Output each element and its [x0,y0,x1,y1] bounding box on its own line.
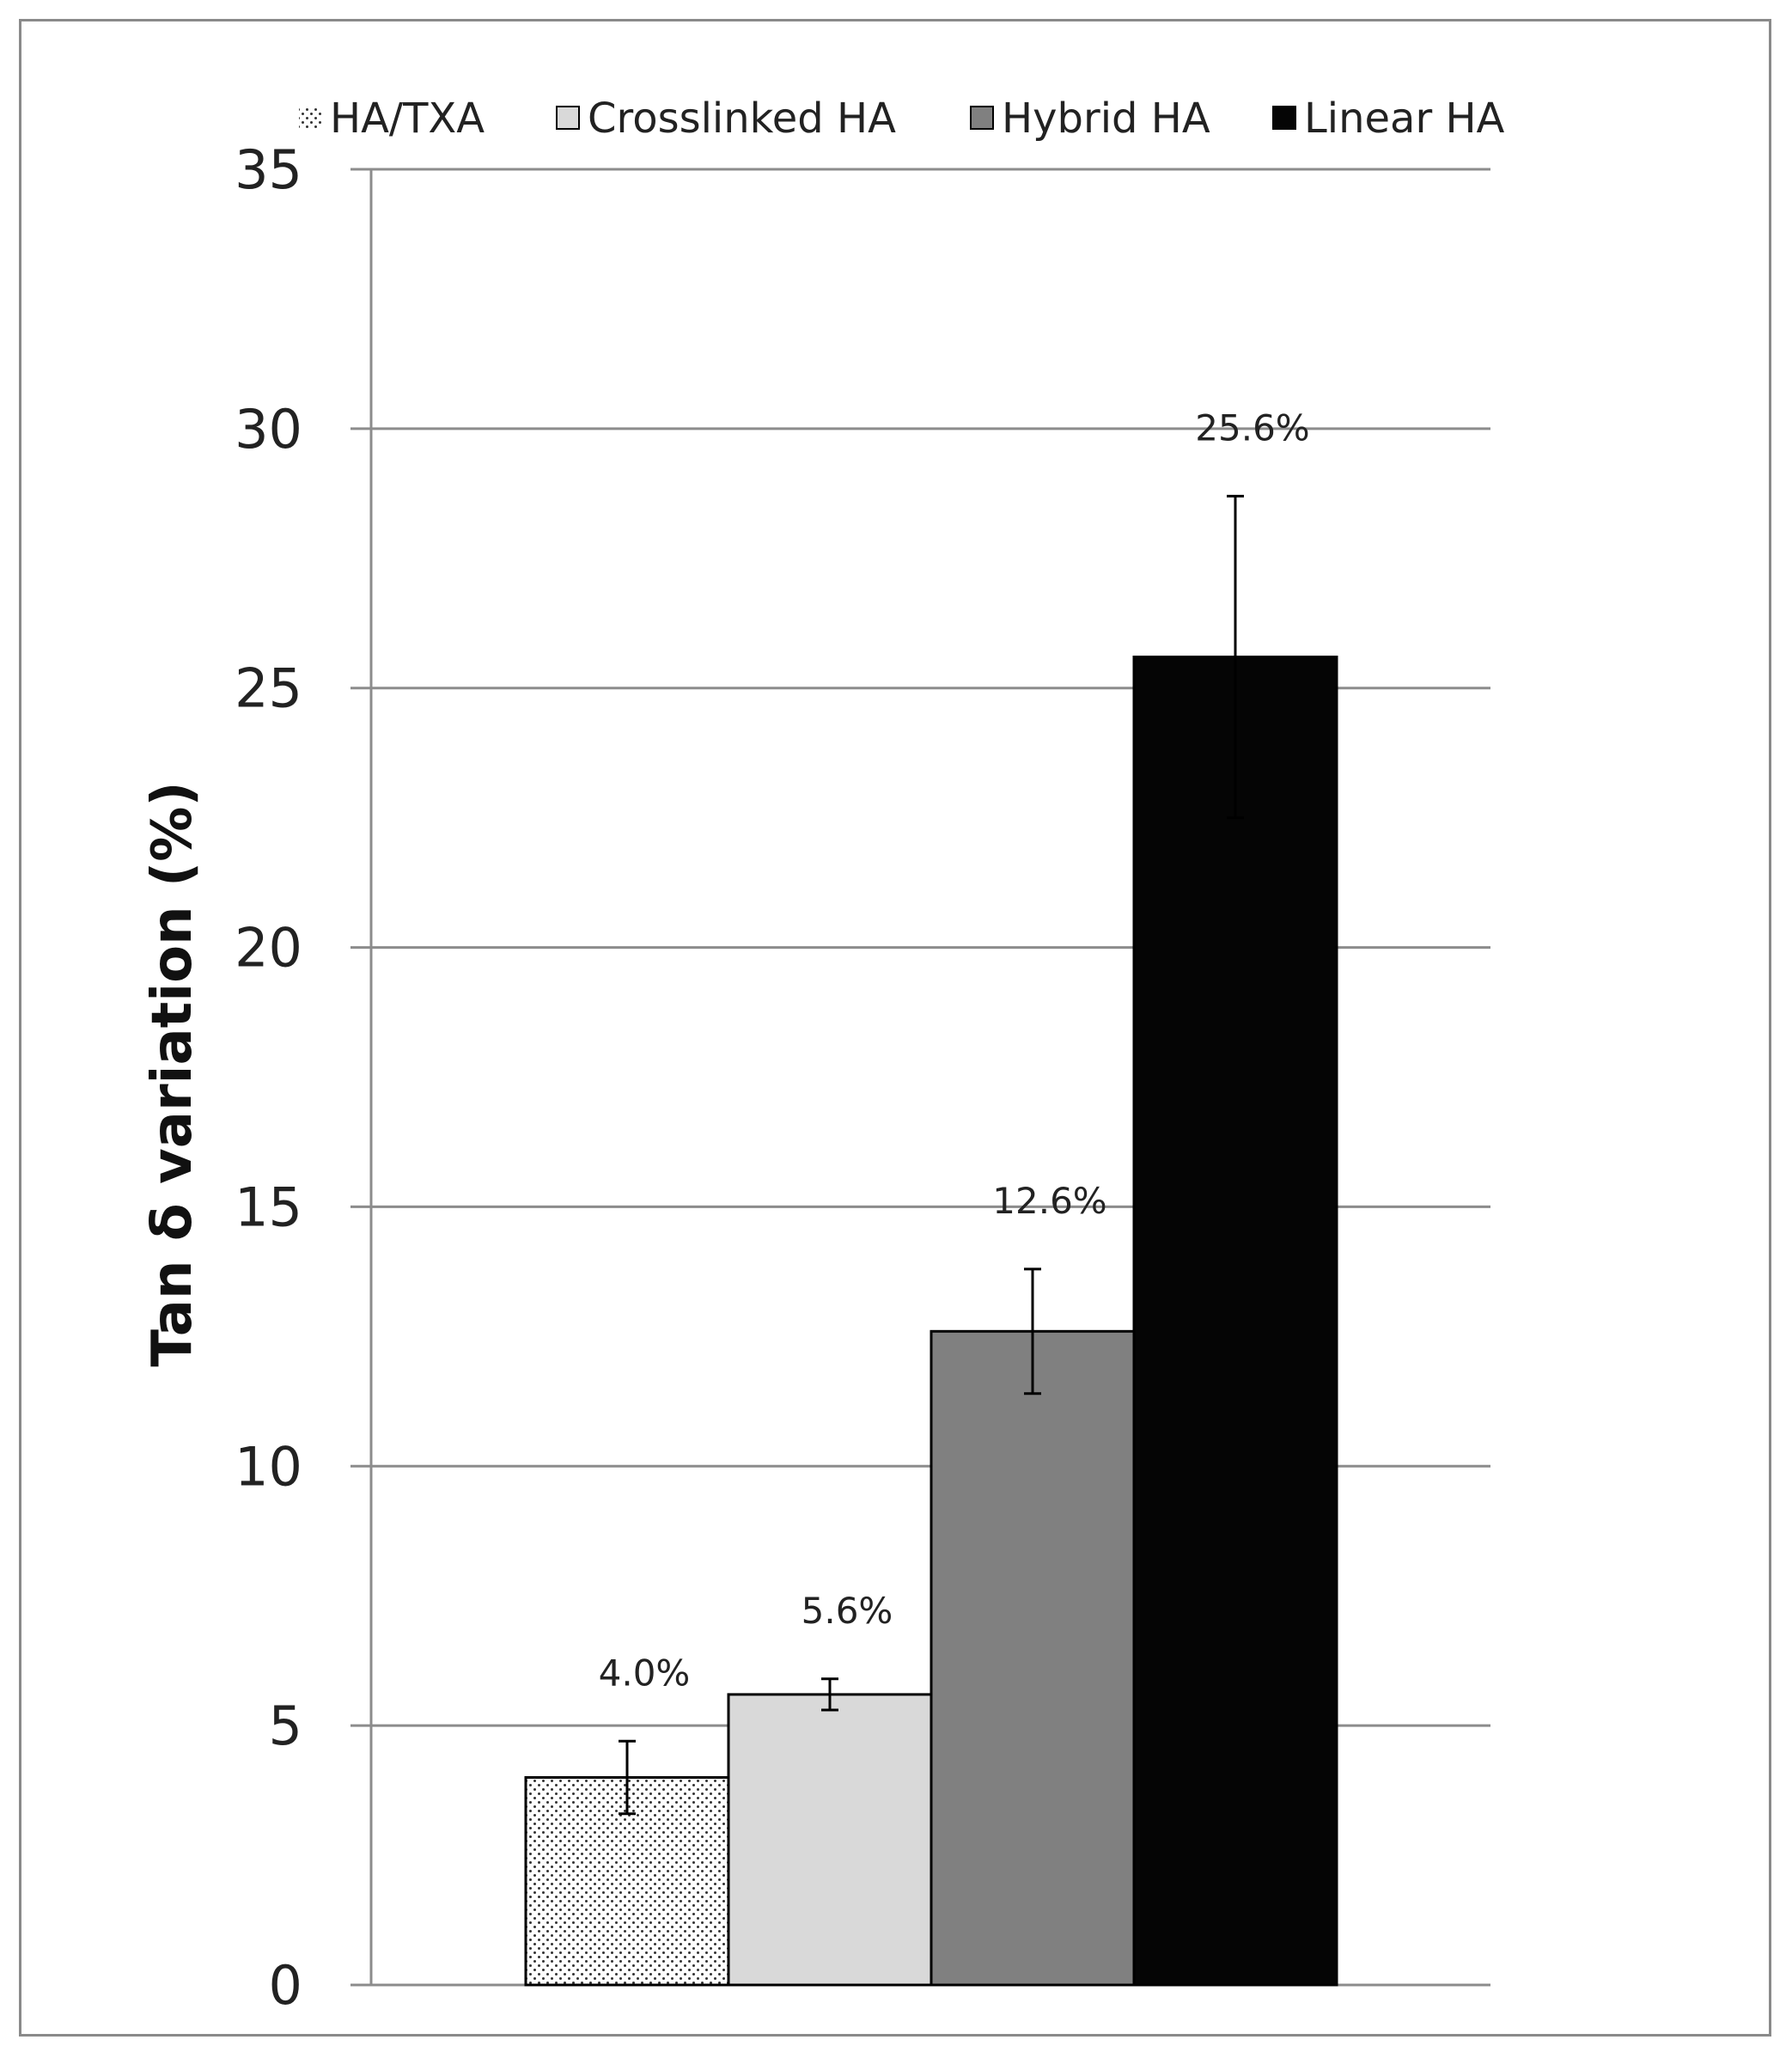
y-tick-label: 15 [235,1176,302,1238]
legend: HA/TXA Crosslinked HA Hybrid HA Linear HA [299,95,1505,143]
data-label-ha-txa: 4.0% [599,1652,691,1694]
bar-crosslinked-ha [727,1693,933,1987]
bars [524,655,1338,1987]
legend-label-linear-ha: Linear HA [1304,95,1505,143]
data-label-crosslinked-ha: 5.6% [802,1590,893,1632]
y-axis-label: Tan δ variation (%) [141,781,204,1366]
y-tick-label: 0 [269,1954,302,2017]
y-tick-label: 20 [235,917,302,980]
legend-swatch-hybrid-ha [970,106,994,130]
y-tick-label: 5 [269,1695,302,1757]
legend-label-crosslinked-ha: Crosslinked HA [588,95,896,143]
legend-label-hybrid-ha: Hybrid HA [1002,95,1210,143]
data-label-linear-ha: 25.6% [1195,406,1309,449]
legend-swatch-linear-ha [1272,106,1296,130]
error-bars [619,494,1244,1816]
legend-label-ha-txa: HA/TXA [330,95,485,143]
data-labels: 4.0% 5.6% 12.6% 25.6% [599,406,1310,1694]
y-axis-ticks: 0 5 10 15 20 25 30 35 [235,138,302,2017]
legend-swatch-crosslinked-ha [556,106,580,130]
bar-linear-ha [1132,655,1338,1987]
y-tick-label: 25 [235,657,302,720]
y-tick-label: 10 [235,1435,302,1498]
y-tick-label: 30 [235,398,302,461]
bar-hybrid-ha [930,1329,1136,1987]
legend-swatch-ha-txa [299,107,321,129]
y-tick-label: 35 [235,138,302,201]
data-label-hybrid-ha: 12.6% [992,1180,1106,1222]
